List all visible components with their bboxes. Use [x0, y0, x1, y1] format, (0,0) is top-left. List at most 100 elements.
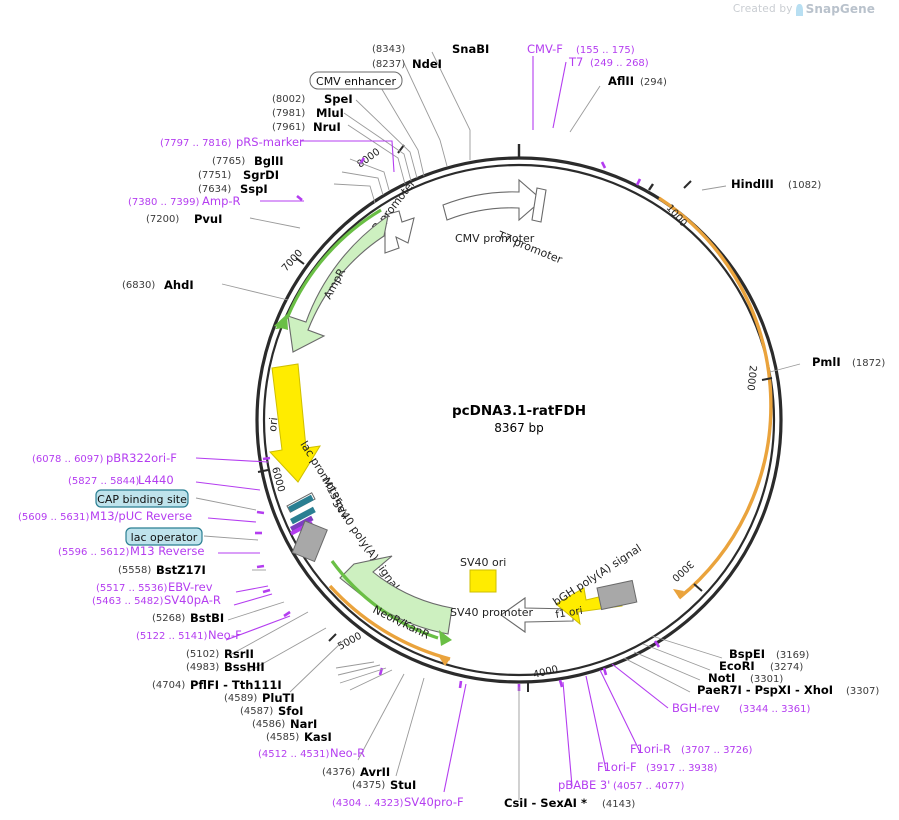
enzyme-pos: (8002) [272, 94, 305, 105]
svg-text:8000: 8000 [355, 147, 382, 171]
snapgene-watermark: Created by SnapGene [733, 2, 875, 16]
primer-name: SV40pA-R [164, 593, 221, 607]
enzyme-name: PmlI [812, 355, 841, 369]
feature-ampr: AmpR [274, 208, 389, 353]
primer-name: M13/pUC Reverse [90, 509, 192, 523]
primer-range: (4512 .. 4531) [258, 749, 330, 760]
primer-range: (3707 .. 3726) [681, 745, 753, 756]
leader-lines [195, 51, 801, 800]
primer-range: (6078 .. 6097) [32, 454, 104, 465]
enzyme-name: PflFI - Tth111I [190, 678, 282, 692]
feature-ori: ori [266, 363, 321, 483]
boxed-feature-label: CMV enhancer [316, 75, 396, 88]
enzyme-pos: (4587) [240, 706, 273, 717]
enzyme-pos: (4983) [186, 662, 219, 673]
feature-cmv-promoter: CMV promoter [442, 178, 543, 245]
enzyme-pos: (7634) [198, 184, 231, 195]
enzyme-name: NotI [708, 671, 735, 685]
enzyme-pos: (5102) [186, 649, 219, 660]
enzyme-pos: (7751) [198, 170, 231, 181]
primer-name: SV40pro-F [404, 795, 464, 809]
enzyme-pos: (6830) [122, 280, 155, 291]
primer-name: T7 [568, 55, 583, 69]
top-right-labels: CMV-F (155 .. 175) T7 (249 .. 268) AflII… [527, 42, 885, 369]
watermark-prefix: Created by [732, 3, 793, 15]
enzyme-pos: (3274) [770, 662, 803, 673]
enzyme-name: PaeR7I - PspXI - XhoI [697, 683, 833, 697]
top-enzyme-labels: (8343) SnaBI (8237) NdeI (8002) SpeI (79… [122, 42, 489, 292]
enzyme-name: CsiI - SexAI * [504, 796, 587, 810]
feature-label-cmv-promoter: CMV promoter [455, 232, 535, 245]
primer-range: (155 .. 175) [576, 45, 635, 56]
boxed-feature-cap-binding-site: CAP binding site [95, 489, 189, 508]
enzyme-pos: (7981) [272, 108, 305, 119]
svg-text:3000: 3000 [669, 558, 695, 583]
enzyme-name: HindIII [731, 177, 774, 191]
enzyme-name: NruI [313, 120, 341, 134]
enzyme-name: KasI [304, 730, 332, 744]
enzyme-pos: (4376) [322, 767, 355, 778]
feature-label-sv40-promoter: SV40 promoter [450, 606, 534, 619]
primer-name: CMV-F [527, 42, 563, 56]
enzyme-pos: (3301) [750, 674, 783, 685]
enzyme-pos: (294) [640, 77, 667, 88]
primer-name: F1ori-R [630, 742, 671, 756]
primer-name: Neo-F [208, 628, 242, 642]
enzyme-name: BspEI [729, 647, 765, 661]
enzyme-pos: (3307) [846, 686, 879, 697]
feature-neor-kanr: NeoR/KanR [330, 555, 453, 646]
primer-range: (5827 .. 5844) [68, 476, 140, 487]
enzyme-name: PluTI [262, 691, 295, 705]
primer-range: (249 .. 268) [590, 58, 649, 69]
enzyme-pos: (3169) [776, 650, 809, 661]
snapgene-logo-icon [795, 4, 803, 16]
enzyme-pos: (7200) [146, 214, 179, 225]
enzyme-tick-marks [517, 144, 654, 191]
feature-label-sv40-ori: SV40 ori [460, 556, 506, 569]
right-bottom-labels: BspEI (3169) EcoRI (3274) NotI (3301) Pa… [504, 647, 879, 810]
enzyme-name: NarI [290, 717, 317, 731]
ruler-tick-3000: 3000 [669, 558, 703, 592]
plasmid-size: 8367 bp [494, 421, 544, 435]
primer-name: L4440 [138, 473, 174, 487]
primer-range: (7797 .. 7816) [160, 138, 232, 149]
enzyme-name: EcoRI [719, 659, 755, 673]
feature-label-ori: ori [266, 417, 280, 433]
svg-text:2000: 2000 [744, 365, 758, 391]
enzyme-name: NdeI [412, 57, 442, 71]
feature-sv40-promoter: SV40 promoter [450, 596, 574, 634]
ruler-tick-7000: 7000 [280, 248, 305, 274]
left-labels: (6078 .. 6097) pBR322ori-F (5827 .. 5844… [18, 451, 464, 809]
enzyme-pos: (4585) [266, 732, 299, 743]
enzyme-pos: (4143) [602, 799, 635, 810]
enzyme-name: MluI [316, 106, 344, 120]
primer-range: (5463 .. 5482) [92, 596, 164, 607]
boxed-feature-lac-operator: lac operator [125, 527, 203, 546]
enzyme-name: StuI [390, 778, 416, 792]
boxed-feature-cmv-enhancer: CMV enhancer [309, 71, 403, 90]
plasmid-name: pcDNA3.1-ratFDH [452, 403, 586, 419]
primer-name: pRS-marker [236, 135, 304, 149]
enzyme-name: BstBI [190, 611, 224, 625]
enzyme-name: AvrII [360, 765, 390, 779]
ruler-tick-2000: 2000 [744, 365, 773, 391]
enzyme-pos: (1872) [852, 358, 885, 369]
enzyme-name: BglII [254, 154, 284, 168]
enzyme-pos: (7961) [272, 122, 305, 133]
enzyme-pos: (8343) [372, 44, 405, 55]
primer-range: (5122 .. 5141) [136, 631, 208, 642]
primer-range: (4057 .. 4077) [613, 781, 685, 792]
primer-name: Neo-R [330, 746, 365, 760]
enzyme-pos: (4704) [152, 680, 185, 691]
plasmid-title-group: pcDNA3.1-ratFDH 8367 bp [452, 403, 586, 435]
enzyme-pos: (8237) [372, 59, 405, 70]
primer-range: (3917 .. 3938) [646, 763, 718, 774]
primer-name: F1ori-F [597, 760, 637, 774]
enzyme-name: BssHII [224, 660, 265, 674]
enzyme-name: AflII [608, 74, 634, 88]
primer-range: (5517 .. 5536) [96, 583, 168, 594]
enzyme-name: SpeI [324, 92, 353, 106]
enzyme-name: BstZ17I [156, 563, 206, 577]
enzyme-pos: (5558) [118, 565, 151, 576]
